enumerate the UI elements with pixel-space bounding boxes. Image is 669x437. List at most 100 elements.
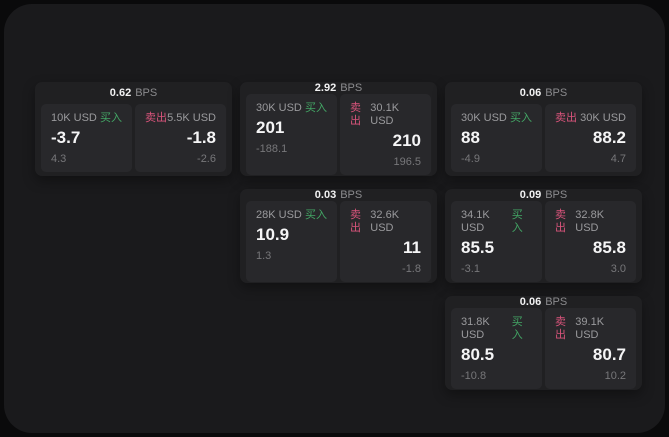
sell-notional-size: 32.8K USD (575, 209, 605, 234)
bps-unit-label: BPS (340, 82, 363, 94)
sell-side-label: 卖出 (145, 112, 167, 124)
bps-unit-label: BPS (545, 87, 568, 99)
buy-notional-size: 31.8K USD (461, 316, 490, 341)
card-body: 31.8K USD 买入 80.5 -10.8 卖出 39.1K USD 80.… (445, 308, 642, 390)
sell-tile-toprow: 卖出 39.1K USD (555, 316, 626, 342)
buy-price: -3.7 (51, 128, 81, 147)
app-panel: 0.62 BPS 10K USD 买入 -3.7 4.3 卖出 5.5K USD… (4, 4, 665, 433)
buy-delta: -10.8 (461, 370, 487, 382)
card-body: 30K USD 买入 201 -188.1 卖出 30.1K USD 210 1… (240, 94, 437, 176)
spread-card: 2.92 BPS 30K USD 买入 201 -188.1 卖出 30.1K … (240, 82, 437, 176)
buy-notional-size: 30K USD (461, 112, 507, 124)
buy-price: 201 (256, 118, 285, 137)
card-body: 10K USD 买入 -3.7 4.3 卖出 5.5K USD -1.8 -2.… (35, 104, 232, 176)
sell-quote-tile[interactable]: 卖出 32.6K USD 11 -1.8 (340, 201, 431, 282)
sell-tile-toprow: 卖出 30K USD (555, 112, 626, 125)
bps-header: 0.09 BPS (445, 189, 642, 201)
sell-quote-tile[interactable]: 卖出 30K USD 88.2 4.7 (545, 104, 636, 172)
buy-side-label: 买入 (510, 112, 532, 124)
buy-side-label: 买入 (305, 102, 327, 114)
bps-value: 0.06 (519, 296, 542, 308)
buy-price: 80.5 (461, 345, 495, 364)
sell-notional-size: 30K USD (580, 112, 626, 124)
buy-notional-size: 34.1K USD (461, 209, 490, 234)
buy-price: 10.9 (256, 225, 290, 244)
buy-side-label: 买入 (100, 112, 122, 124)
sell-price: 11 (403, 238, 421, 257)
buy-notional-size: 30K USD (256, 102, 302, 114)
spread-card: 0.62 BPS 10K USD 买入 -3.7 4.3 卖出 5.5K USD… (35, 82, 232, 176)
buy-tile-toprow: 28K USD 买入 (256, 209, 327, 222)
buy-quote-tile[interactable]: 10K USD 买入 -3.7 4.3 (41, 104, 132, 172)
sell-price: -1.8 (186, 128, 216, 147)
sell-side-label: 卖出 (555, 112, 577, 124)
buy-quote-tile[interactable]: 31.8K USD 买入 80.5 -10.8 (451, 308, 542, 389)
sell-delta: 3.0 (610, 263, 626, 275)
buy-quote-tile[interactable]: 30K USD 买入 201 -188.1 (246, 94, 337, 175)
bps-header: 0.06 BPS (445, 296, 642, 308)
sell-price: 210 (392, 131, 421, 150)
buy-delta: -188.1 (256, 143, 288, 155)
sell-tile-toprow: 卖出 32.6K USD (350, 209, 421, 235)
spread-card: 0.09 BPS 34.1K USD 买入 85.5 -3.1 卖出 32.8K… (445, 189, 642, 283)
bps-unit-label: BPS (545, 189, 568, 201)
sell-side-label: 卖出 (555, 209, 566, 234)
sell-side-label: 卖出 (555, 316, 566, 341)
buy-quote-tile[interactable]: 28K USD 买入 10.9 1.3 (246, 201, 337, 282)
sell-price: 85.8 (592, 238, 626, 257)
bps-value: 0.03 (314, 189, 337, 201)
sell-notional-size: 39.1K USD (575, 316, 605, 341)
sell-delta: 4.7 (610, 153, 626, 165)
sell-notional-size: 5.5K USD (167, 112, 216, 124)
buy-delta: -3.1 (461, 263, 480, 275)
buy-side-label: 买入 (511, 316, 523, 341)
sell-tile-toprow: 卖出 30.1K USD (350, 102, 421, 128)
buy-side-label: 买入 (511, 209, 523, 234)
sell-notional-size: 32.6K USD (370, 209, 400, 234)
bps-unit-label: BPS (545, 296, 568, 308)
buy-tile-toprow: 31.8K USD 买入 (461, 316, 532, 342)
bps-header: 0.03 BPS (240, 189, 437, 201)
bps-header: 0.06 BPS (445, 82, 642, 104)
sell-price: 80.7 (592, 345, 626, 364)
card-body: 30K USD 买入 88 -4.9 卖出 30K USD 88.2 4.7 (445, 104, 642, 176)
sell-price: 88.2 (592, 128, 626, 147)
bps-header: 0.62 BPS (35, 82, 232, 104)
sell-delta: -2.6 (197, 153, 216, 165)
bps-value: 0.62 (109, 87, 132, 99)
buy-notional-size: 28K USD (256, 209, 302, 221)
buy-quote-tile[interactable]: 34.1K USD 买入 85.5 -3.1 (451, 201, 542, 282)
sell-delta: -1.8 (402, 263, 421, 275)
buy-delta: -4.9 (461, 153, 480, 165)
buy-tile-toprow: 34.1K USD 买入 (461, 209, 532, 235)
sell-quote-tile[interactable]: 卖出 32.8K USD 85.8 3.0 (545, 201, 636, 282)
sell-quote-tile[interactable]: 卖出 5.5K USD -1.8 -2.6 (135, 104, 226, 172)
buy-quote-tile[interactable]: 30K USD 买入 88 -4.9 (451, 104, 542, 172)
spread-card: 0.06 BPS 31.8K USD 买入 80.5 -10.8 卖出 39.1… (445, 296, 642, 390)
buy-price: 88 (461, 128, 480, 147)
sell-notional-size: 30.1K USD (370, 102, 400, 127)
bps-header: 2.92 BPS (240, 82, 437, 94)
bps-value: 0.06 (519, 87, 542, 99)
sell-quote-tile[interactable]: 卖出 30.1K USD 210 196.5 (340, 94, 431, 175)
sell-quote-tile[interactable]: 卖出 39.1K USD 80.7 10.2 (545, 308, 636, 389)
bps-unit-label: BPS (135, 87, 158, 99)
bps-value: 0.09 (519, 189, 542, 201)
buy-side-label: 买入 (305, 209, 327, 221)
spread-cards-grid: 0.62 BPS 10K USD 买入 -3.7 4.3 卖出 5.5K USD… (35, 82, 642, 390)
bps-value: 2.92 (314, 82, 337, 94)
spread-card: 0.06 BPS 30K USD 买入 88 -4.9 卖出 30K USD 8… (445, 82, 642, 176)
buy-tile-toprow: 30K USD 买入 (461, 112, 532, 125)
buy-tile-toprow: 10K USD 买入 (51, 112, 122, 125)
sell-delta: 196.5 (393, 156, 421, 168)
card-body: 34.1K USD 买入 85.5 -3.1 卖出 32.8K USD 85.8… (445, 201, 642, 283)
sell-delta: 10.2 (604, 370, 626, 382)
buy-price: 85.5 (461, 238, 495, 257)
spread-card: 0.03 BPS 28K USD 买入 10.9 1.3 卖出 32.6K US… (240, 189, 437, 283)
buy-delta: 4.3 (51, 153, 67, 165)
buy-delta: 1.3 (256, 250, 272, 262)
sell-side-label: 卖出 (350, 209, 361, 234)
sell-tile-toprow: 卖出 5.5K USD (145, 112, 216, 125)
buy-tile-toprow: 30K USD 买入 (256, 102, 327, 115)
buy-notional-size: 10K USD (51, 112, 97, 124)
